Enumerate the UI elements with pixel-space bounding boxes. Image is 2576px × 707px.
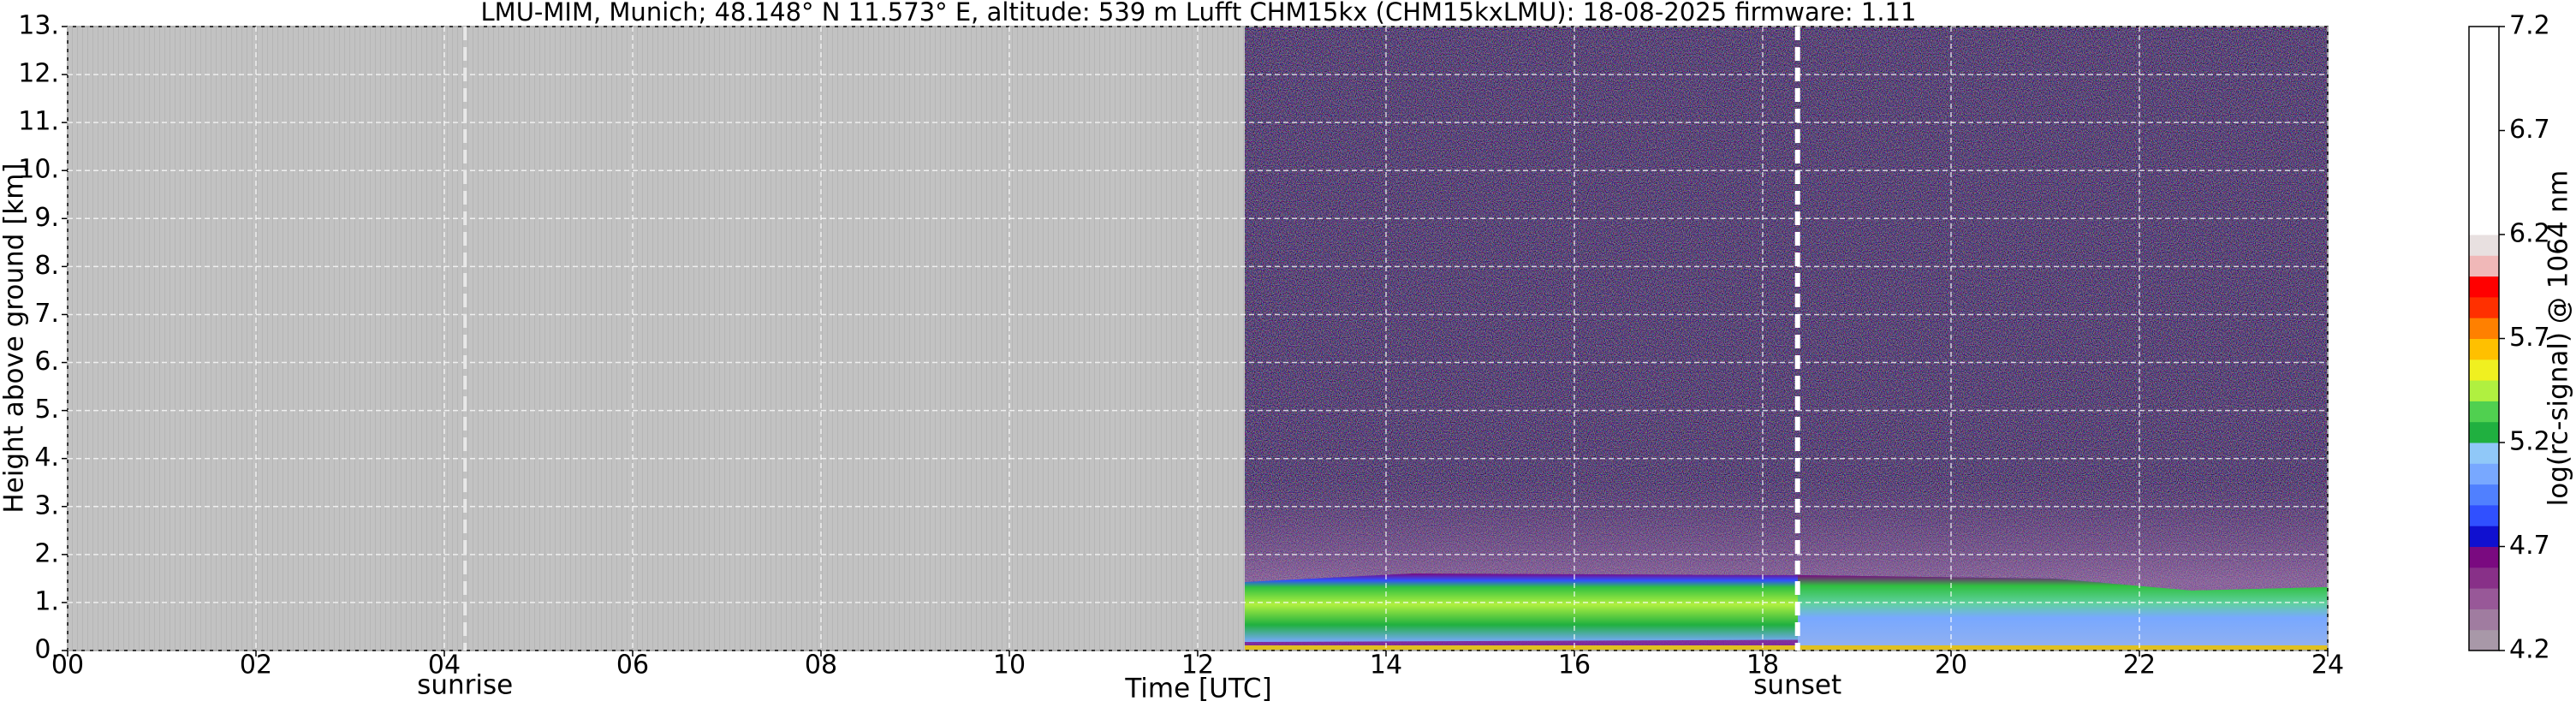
y-tick-label: 2.	[34, 538, 59, 568]
x-axis-label: Time [UTC]	[1124, 674, 1271, 704]
colorbar-tick-label: 6.2	[2509, 219, 2550, 249]
colorbar-bin	[2469, 546, 2499, 568]
colorbar-bin	[2469, 588, 2499, 609]
y-tick-label: 6.	[34, 347, 59, 377]
colorbar-bin	[2469, 504, 2499, 526]
x-tick-label: 02	[240, 651, 272, 680]
x-tick-label: 16	[1558, 651, 1591, 680]
colorbar-bin	[2469, 318, 2499, 339]
x-tick-label: 20	[1935, 651, 1967, 680]
heatmap-image	[68, 27, 2328, 651]
x-tick-label: 04	[428, 651, 461, 680]
x-tick-label: 18	[1746, 651, 1779, 680]
colorbar-bin	[2469, 443, 2499, 464]
colorbar-label: log(rc-signal) @ 1064 nm	[2543, 170, 2574, 507]
y-tick-label: 0.	[34, 635, 59, 665]
y-tick-label: 11.	[18, 107, 59, 137]
y-tick-label: 9.	[34, 203, 59, 233]
colorbar-bin	[2469, 276, 2499, 298]
colorbar-bin	[2469, 338, 2499, 360]
colorbar-bin	[2469, 567, 2499, 589]
colorbar-tick-label: 5.2	[2509, 427, 2550, 457]
colorbar-bin	[2469, 110, 2499, 131]
colorbar-bin	[2469, 609, 2499, 631]
colorbar-bin	[2469, 130, 2499, 152]
colorbar-bin	[2469, 235, 2499, 256]
x-tick-label: 14	[1370, 651, 1402, 680]
x-tick-label: 06	[616, 651, 649, 680]
colorbar-bin	[2469, 193, 2499, 215]
colorbar-bin	[2469, 421, 2499, 443]
y-tick-label: 7.	[34, 299, 59, 329]
colorbar-bin	[2469, 296, 2499, 318]
y-tick-label: 4.	[34, 443, 59, 472]
colorbar-bin	[2469, 255, 2499, 277]
y-axis-label: Height above ground [km]	[0, 163, 30, 513]
y-tick-label: 10.	[18, 155, 59, 185]
no-data-area	[68, 27, 1245, 651]
chart-title: LMU-MIM, Munich; 48.148° N 11.573° E, al…	[481, 0, 1917, 27]
colorbar-tick-label: 6.7	[2509, 115, 2550, 145]
colorbar-bin	[2469, 151, 2499, 173]
ground-signal	[1245, 645, 2328, 651]
colorbar-tick-label: 4.2	[2509, 635, 2550, 665]
colorbar-bin	[2469, 359, 2499, 381]
y-tick-label: 5.	[34, 395, 59, 425]
annotation-label: sunset	[1753, 670, 1841, 701]
y-tick-label: 8.	[34, 251, 59, 281]
colorbar-bin	[2469, 47, 2499, 69]
x-tick-label: 12	[1181, 651, 1214, 680]
boundary-layer-evening	[1798, 575, 2328, 646]
colorbar-bin	[2469, 27, 2499, 48]
x-tick-label: 00	[51, 651, 84, 680]
colorbar-bin	[2469, 172, 2499, 193]
y-tick-label: 1.	[34, 586, 59, 616]
colorbar-bin	[2469, 629, 2499, 651]
x-tick-label: 10	[993, 651, 1026, 680]
colorbar-bin	[2469, 526, 2499, 547]
colorbar-bin	[2469, 463, 2499, 485]
colorbar-bin	[2469, 88, 2499, 110]
y-tick-label: 13.	[18, 11, 59, 41]
x-tick-label: 24	[2311, 651, 2344, 680]
colorbar-tick-label: 5.7	[2509, 323, 2550, 353]
colorbar-bin	[2469, 213, 2499, 235]
colorbar-bin	[2469, 484, 2499, 506]
colorbar-bin	[2469, 68, 2499, 90]
y-tick-label: 12.	[18, 59, 59, 89]
y-tick-label: 3.	[34, 490, 59, 520]
colorbar-bin	[2469, 401, 2499, 423]
colorbar-tick-label: 7.2	[2509, 11, 2550, 41]
annotation-label: sunrise	[417, 670, 513, 701]
colorbar-bin	[2469, 380, 2499, 401]
colorbar-tick-label: 4.7	[2509, 531, 2550, 561]
x-tick-label: 22	[2123, 651, 2156, 680]
x-tick-label: 08	[805, 651, 837, 680]
